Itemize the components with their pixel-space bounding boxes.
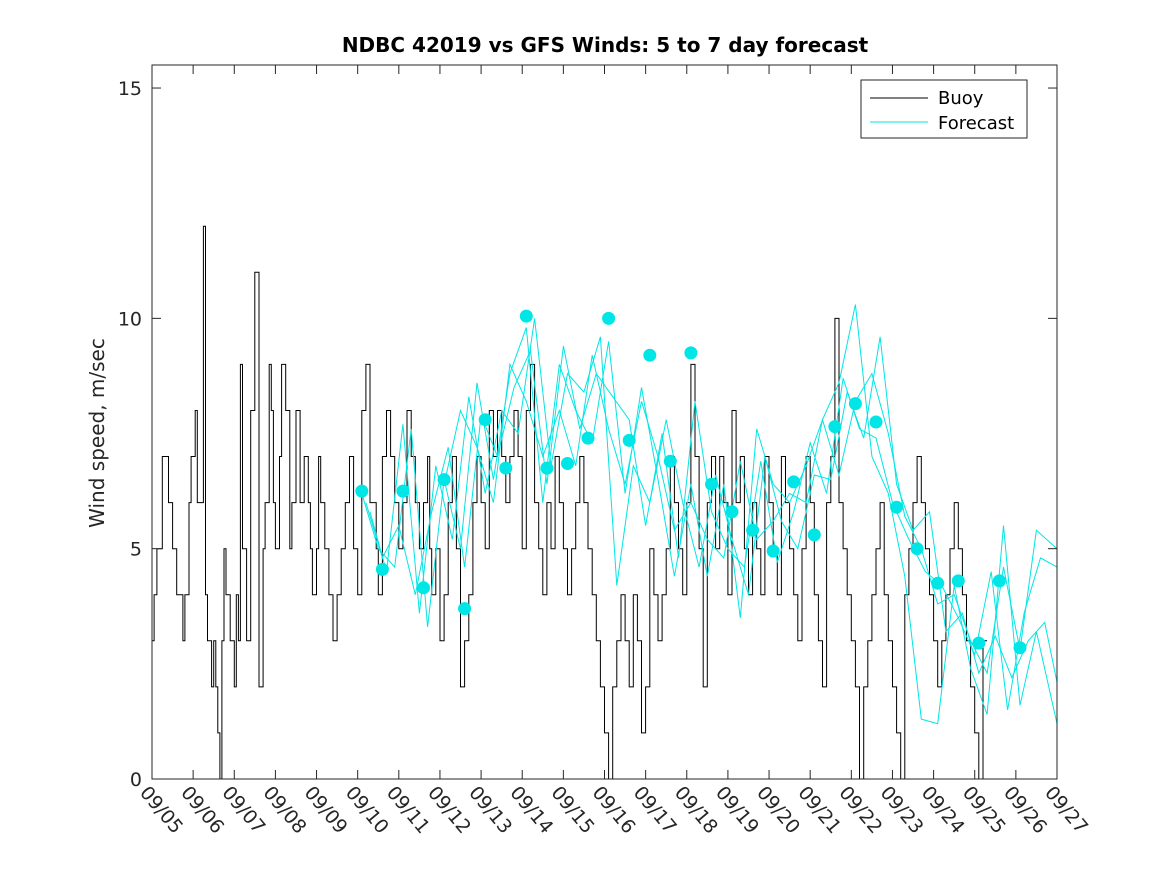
legend-box [860, 79, 1028, 139]
forecast-point [540, 461, 554, 475]
forecast-line-4 [443, 304, 1058, 725]
chart-title: NDBC 42019 vs GFS Winds: 5 to 7 day fore… [342, 33, 869, 57]
forecast-point [437, 473, 451, 487]
forecast-point [417, 581, 430, 595]
forecast-point [478, 413, 492, 427]
forecast-point [602, 311, 616, 325]
forecast-point [375, 562, 389, 576]
forecast-line-1 [361, 327, 1058, 675]
forecast-point [1013, 641, 1027, 655]
legend: Buoy Forecast [860, 79, 1028, 139]
forecast-point [355, 484, 369, 498]
y-axis-label: Wind speed, m/sec [85, 338, 109, 528]
forecast-point [396, 484, 410, 498]
forecast-point [643, 348, 657, 362]
forecast-point [848, 397, 862, 411]
forecast-point [499, 461, 513, 475]
forecast-dot-series [355, 309, 1027, 655]
y-axis-ticks: 0 5 10 15 [118, 78, 1057, 791]
buoy-series [152, 225, 988, 780]
forecast-point [931, 576, 945, 590]
forecast-point [910, 542, 924, 556]
forecast-point [519, 309, 533, 323]
legend-label-buoy: Buoy [938, 88, 984, 109]
axes-background [152, 65, 1057, 779]
forecast-point [581, 431, 595, 445]
forecast-point [746, 523, 760, 537]
forecast-point [869, 415, 883, 429]
forecast-point [705, 477, 718, 491]
forecast-point [561, 457, 574, 470]
forecast-point [828, 420, 842, 434]
forecast-point [458, 602, 472, 616]
forecast-point [890, 500, 904, 514]
forecast-point [622, 433, 636, 447]
forecast-point [972, 636, 986, 650]
y-tick-label: 10 [118, 308, 142, 330]
y-tick-label: 5 [130, 539, 142, 561]
y-tick-label: 15 [118, 78, 142, 100]
buoy-line [152, 225, 988, 780]
legend-label-forecast: Forecast [938, 113, 1014, 134]
forecast-point [807, 528, 821, 542]
forecast-line-3 [369, 318, 1058, 683]
forecast-point [663, 454, 677, 468]
forecast-point [992, 574, 1006, 588]
forecast-point [684, 346, 698, 360]
forecast-point [787, 475, 801, 489]
forecast-point [951, 574, 965, 588]
y-tick-label: 0 [130, 769, 142, 791]
forecast-point [725, 505, 739, 519]
forecast-point [766, 544, 780, 558]
